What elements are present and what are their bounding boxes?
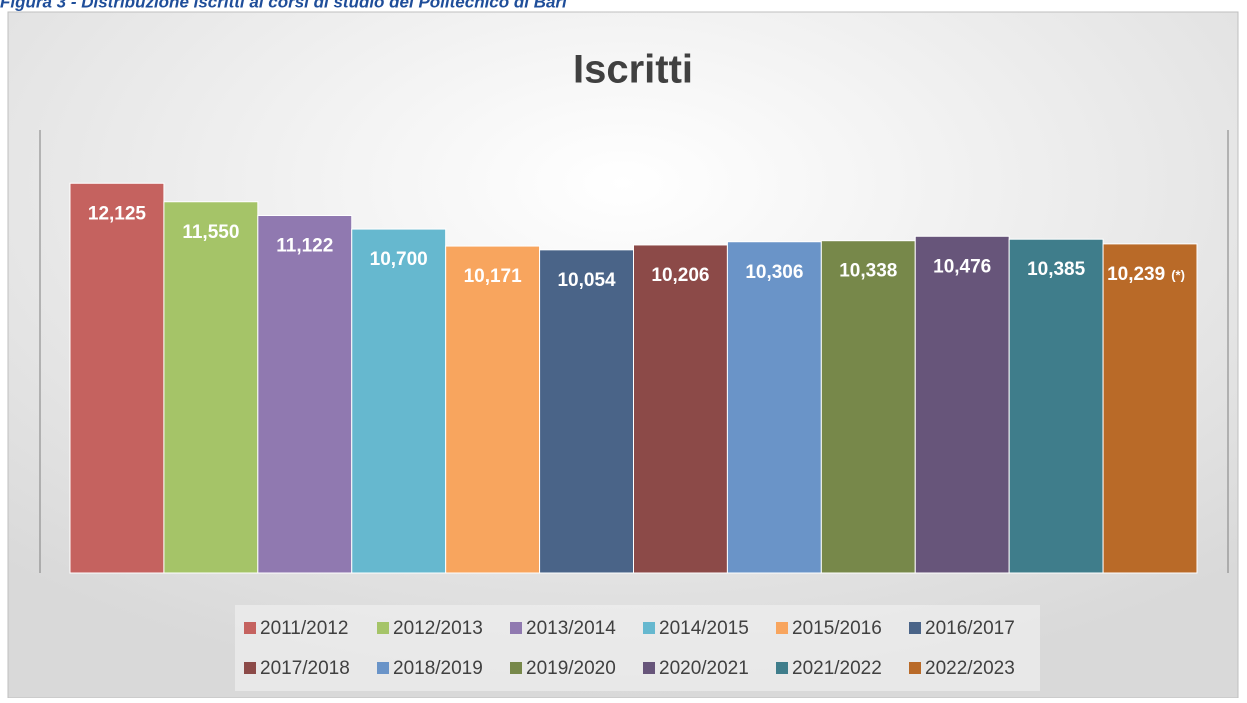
legend-swatch: [776, 622, 788, 634]
legend-label: 2018/2019: [393, 658, 483, 679]
legend-swatch: [244, 662, 256, 674]
bar: [820, 240, 916, 574]
bar: [539, 249, 634, 574]
value-label: 11,122: [276, 236, 333, 257]
legend-swatch: [377, 622, 389, 634]
legend-swatch: [776, 662, 788, 674]
value-label: 10,054: [557, 270, 616, 291]
legend-label: 2016/2017: [925, 618, 1015, 639]
bar: [351, 228, 447, 574]
legend-box: [235, 605, 1040, 691]
legend-label: 2019/2020: [526, 658, 616, 679]
bar: [1008, 238, 1104, 574]
legend-label: 2017/2018: [260, 658, 350, 679]
legend-swatch: [643, 662, 655, 674]
value-label: 10,700: [370, 249, 428, 270]
value-label: 10,385: [1027, 259, 1086, 280]
value-label: 10,338: [839, 261, 897, 282]
bar: [1102, 243, 1198, 574]
value-label: 10,306: [745, 262, 803, 283]
bar: [633, 244, 728, 574]
value-label: 10,206: [651, 265, 709, 286]
legend-label: 2012/2013: [393, 618, 483, 639]
legend-label: 2013/2014: [526, 618, 616, 639]
legend-label: 2022/2023: [925, 658, 1015, 679]
value-label: 10,171: [464, 266, 523, 287]
legend-label: 2015/2016: [792, 618, 882, 639]
legend-label: 2014/2015: [659, 618, 749, 639]
legend-swatch: [510, 662, 522, 674]
legend-swatch: [244, 622, 256, 634]
value-label: 10,476: [933, 256, 991, 277]
legend-swatch: [643, 622, 655, 634]
legend-label: 2020/2021: [659, 658, 749, 679]
value-label: 10,239: [1107, 264, 1165, 285]
bar: [163, 201, 259, 574]
legend-swatch: [377, 662, 389, 674]
legend-label: 2021/2022: [792, 658, 882, 679]
value-label: 11,550: [182, 222, 239, 243]
value-label: 12,125: [88, 203, 147, 224]
caption: Figura 3 - Distribuzione iscritti ai cor…: [0, 0, 568, 11]
bar: [69, 182, 165, 574]
bar: [726, 241, 822, 574]
legend-swatch: [909, 622, 921, 634]
bar: [257, 215, 353, 574]
annotation: (*): [1171, 267, 1185, 282]
legend-label: 2011/2012: [260, 618, 348, 639]
bar: [914, 235, 1010, 574]
chart-title: Iscritti: [573, 48, 693, 92]
legend-swatch: [510, 622, 522, 634]
legend-swatch: [909, 662, 921, 674]
bar: [445, 245, 541, 574]
